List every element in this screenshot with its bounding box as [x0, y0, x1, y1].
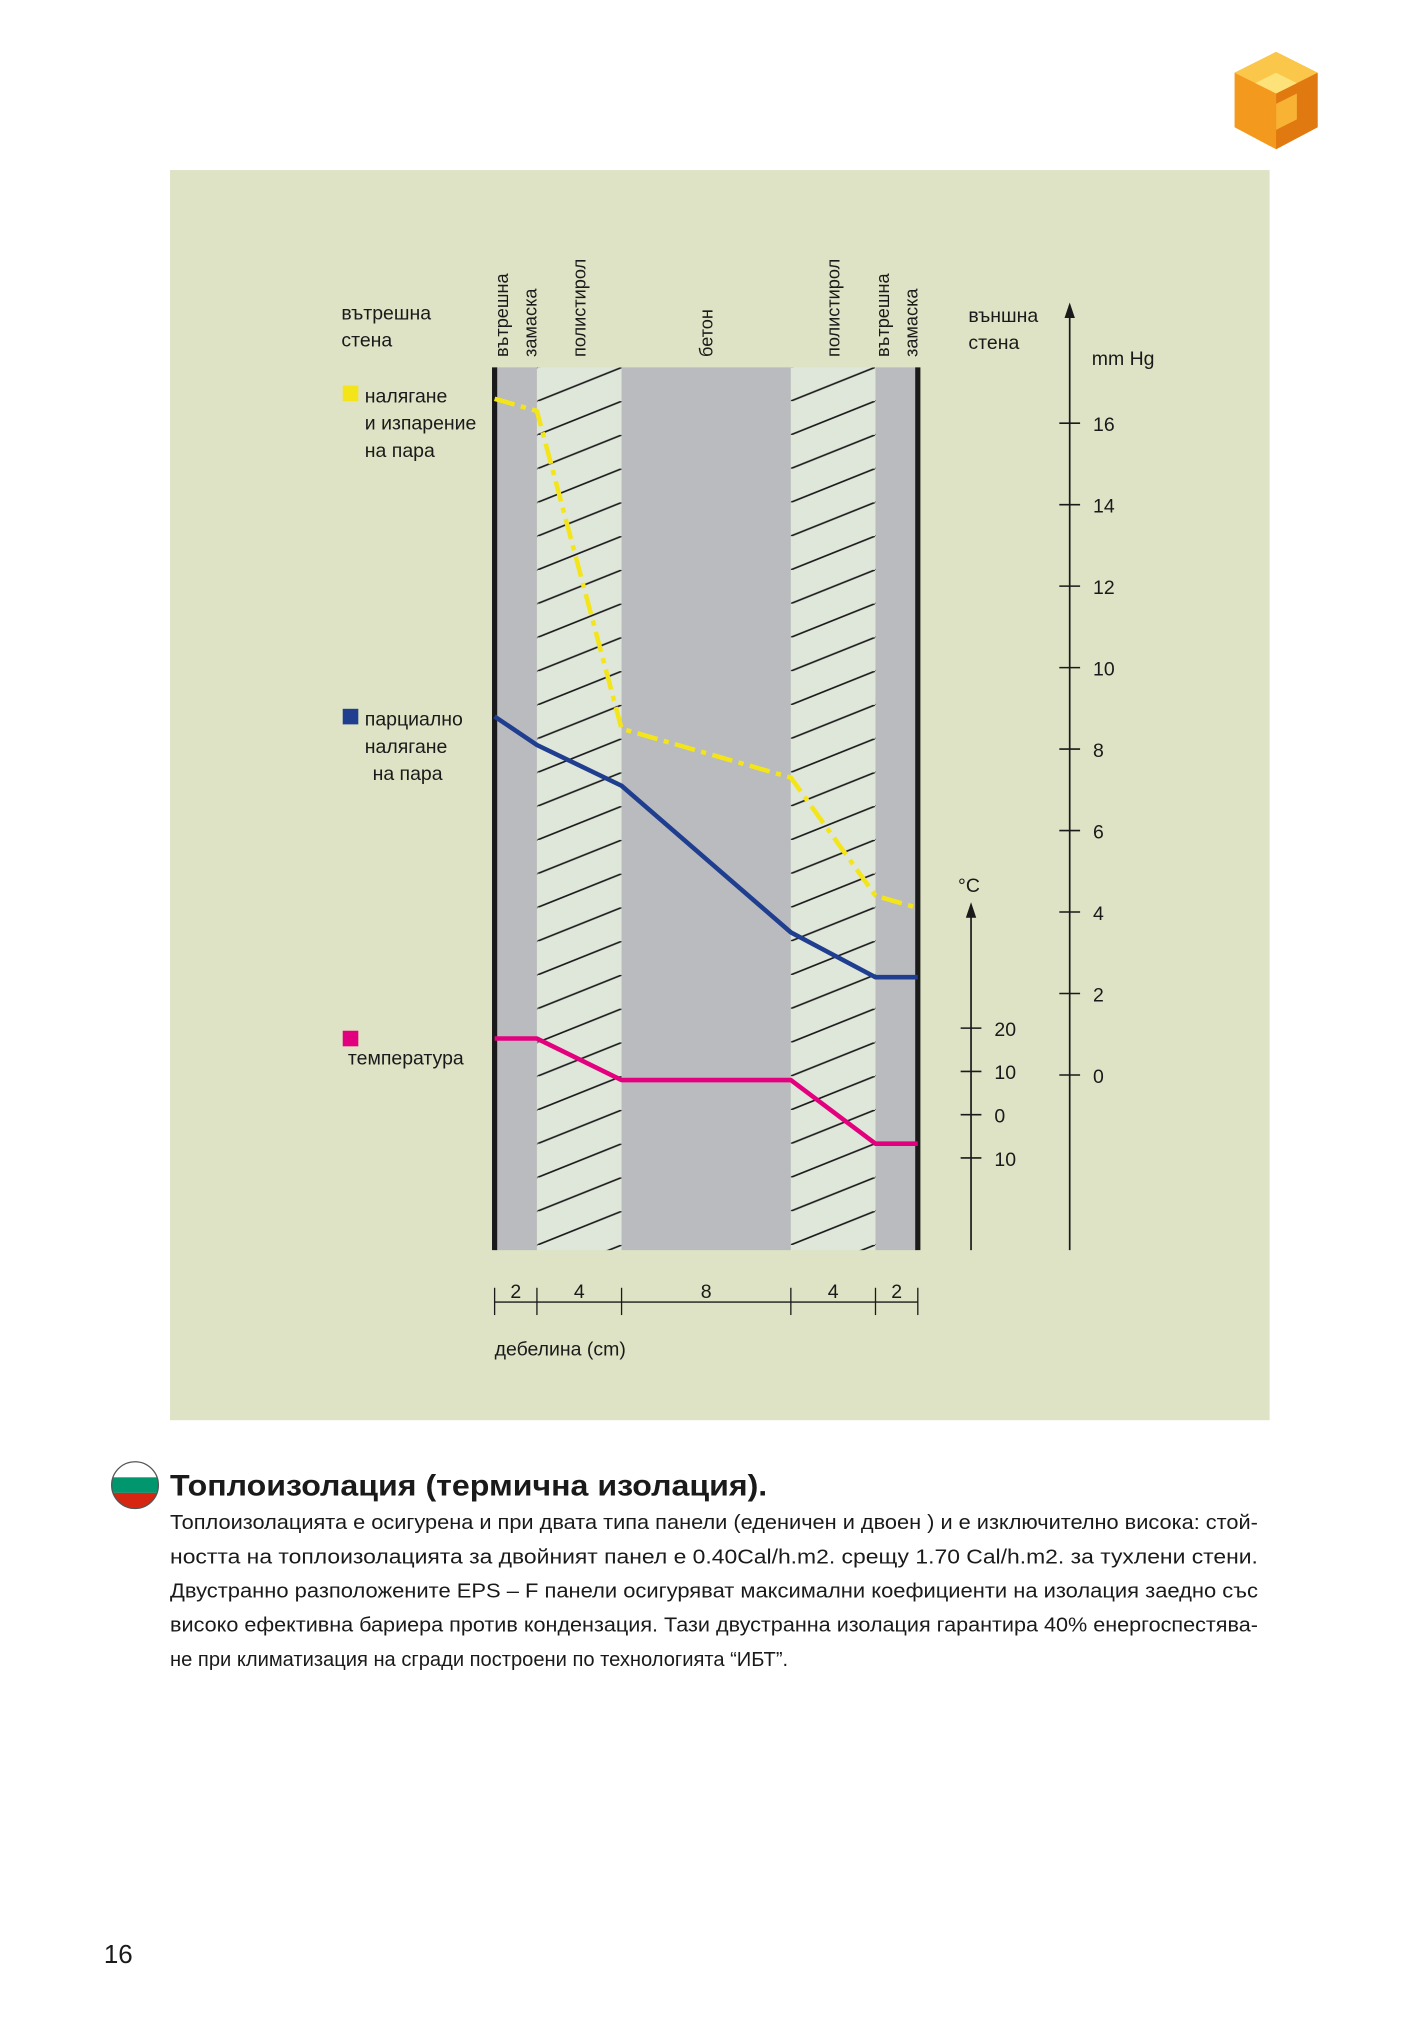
- axis-tick-label: 0: [994, 1105, 1005, 1127]
- axis-tick-label: 12: [1093, 577, 1115, 599]
- thickness-label: 2: [891, 1281, 902, 1303]
- axis-title: °C: [958, 875, 980, 897]
- paragraph-line: високо ефективна бариера против конденза…: [170, 1615, 1258, 1637]
- paragraph-line: Двустранно разположените EPS – F панели …: [170, 1581, 1258, 1603]
- axis-tick-label: 16: [1093, 414, 1115, 436]
- thickness-label: 4: [574, 1281, 585, 1303]
- legend-label: налягане: [365, 385, 448, 407]
- flag-border: [111, 1461, 160, 1510]
- wall-layer: [536, 367, 622, 1251]
- series-line: [493, 396, 919, 911]
- axis-tick-label: 20: [994, 1019, 1016, 1041]
- axis-tick-label: 4: [1093, 903, 1104, 925]
- legend-label: и изпарение: [365, 413, 477, 435]
- axis-tick-label: 14: [1093, 495, 1115, 517]
- legend-label: на пара: [365, 440, 435, 462]
- layer-label: полистирол: [824, 259, 844, 357]
- axis-title: mm Hg: [1092, 348, 1155, 370]
- layer-label: бетон: [697, 309, 717, 357]
- axis-tick-label: 0: [1093, 1066, 1104, 1088]
- axis-arrow: [1064, 302, 1075, 319]
- axis-tick-label: 8: [1093, 740, 1104, 762]
- wall-layer: [875, 367, 918, 1251]
- legend-label: на пара: [373, 763, 443, 785]
- layer-label: замаска: [901, 288, 921, 357]
- flag: [111, 1461, 159, 1509]
- diagram: вътрешна замаска 2 полистирол 4 бетон 8 полисти…: [341, 259, 1154, 1360]
- paragraph-line: ността на топлоизолацията за двойният па…: [170, 1546, 1258, 1568]
- wall-layer: [494, 367, 537, 1251]
- thickness-caption: дебелина (cm): [495, 1338, 626, 1360]
- wall-layer: [790, 367, 876, 1251]
- layer-label: замаска: [521, 288, 541, 357]
- axis-tick-label: 6: [1093, 821, 1104, 843]
- paragraph-line: не при климатизация на сгради построени …: [170, 1649, 788, 1671]
- wall-side-label: стена: [341, 330, 392, 352]
- layer-label: вътрешна: [873, 273, 893, 357]
- thickness-label: 4: [828, 1281, 839, 1303]
- axis-tick-label: 10: [994, 1062, 1016, 1084]
- logo: [1234, 51, 1318, 150]
- series-line: [493, 714, 918, 980]
- paragraph-line: Топлоизолацията е осигурена и при двата …: [170, 1512, 1258, 1534]
- axis-arrow: [965, 902, 977, 918]
- thickness-label: 2: [510, 1281, 521, 1303]
- legend-swatch: [342, 385, 359, 402]
- wall-side-label: вътрешна: [341, 302, 431, 324]
- wall-side-label: външна: [968, 305, 1038, 327]
- axis-tick-label: 10: [1093, 658, 1115, 680]
- axis-tick-label: 10: [994, 1149, 1016, 1171]
- layer-label: вътрешна: [492, 273, 512, 357]
- axis-tick-label: 2: [1093, 984, 1104, 1006]
- series-line: [494, 1036, 918, 1146]
- legend-swatch: [342, 708, 359, 725]
- legend-label: парциално: [365, 709, 463, 731]
- paragraph: Топлоизолацията е осигурена и при двата …: [170, 1512, 1258, 1671]
- layer-label: полистирол: [570, 259, 590, 357]
- wall-side-label: стена: [968, 332, 1019, 354]
- legend-swatch: [342, 1030, 359, 1047]
- thickness-label: 8: [701, 1281, 712, 1303]
- legend-label: температура: [348, 1047, 464, 1069]
- page-number: 16: [104, 1939, 133, 1969]
- legend-label: налягане: [365, 736, 448, 758]
- section-title: Топлоизолация (термична изолация).: [170, 1469, 767, 1502]
